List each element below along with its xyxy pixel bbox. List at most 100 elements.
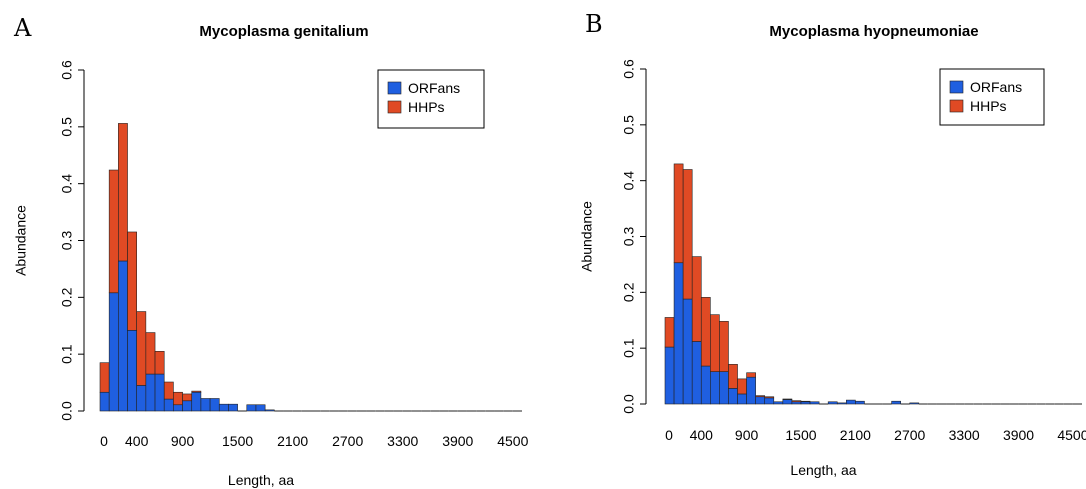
bar-orfans bbox=[682, 298, 693, 405]
bar-hhps bbox=[118, 123, 128, 262]
legend-label-hhps: HHPs bbox=[408, 99, 445, 115]
legend-box bbox=[377, 69, 485, 129]
bar-hhps bbox=[154, 351, 165, 375]
bar-orfans bbox=[773, 401, 784, 405]
x-tick-label: 900 bbox=[735, 427, 759, 443]
bar-hhps bbox=[163, 381, 174, 400]
bar-hhps bbox=[800, 400, 811, 403]
bar-orfans bbox=[118, 260, 128, 412]
y-axis-label: Abundance bbox=[579, 201, 595, 272]
bar-orfans bbox=[909, 402, 920, 405]
bar-orfans bbox=[891, 400, 901, 405]
bar-hhps bbox=[728, 364, 738, 389]
x-tick-label: 2700 bbox=[894, 427, 925, 443]
x-tick-label: 2700 bbox=[332, 433, 363, 449]
panel-letter: B bbox=[585, 10, 603, 38]
bar-hhps bbox=[782, 398, 793, 400]
bar-orfans bbox=[163, 398, 174, 412]
bar-orfans bbox=[809, 401, 820, 405]
x-axis-label: Length, aa bbox=[228, 472, 294, 488]
bar-orfans bbox=[846, 399, 856, 405]
bar-orfans bbox=[264, 409, 275, 412]
y-tick-label: 0.1 bbox=[59, 344, 75, 364]
legend-label-hhps: HHPs bbox=[970, 98, 1007, 114]
legend: ORFans HHPs bbox=[377, 69, 485, 129]
panel-letter: A bbox=[13, 14, 32, 42]
legend: ORFans HHPs bbox=[939, 68, 1045, 126]
legend-swatch-hhps bbox=[949, 99, 964, 113]
bar-orfans bbox=[108, 292, 119, 412]
x-tick-label: 2100 bbox=[277, 433, 308, 449]
x-tick-label: 3900 bbox=[442, 433, 473, 449]
bar-orfans bbox=[136, 385, 147, 412]
x-tick-label: 400 bbox=[125, 433, 149, 449]
bar-hhps bbox=[791, 400, 802, 403]
y-tick-label: 0.6 bbox=[59, 60, 75, 80]
bar-hhps bbox=[99, 362, 110, 393]
legend-box bbox=[939, 68, 1045, 126]
y-tick-label: 0.4 bbox=[59, 174, 75, 194]
y-tick-label: 0.5 bbox=[59, 117, 75, 137]
bar-orfans bbox=[228, 403, 238, 412]
bar-hhps bbox=[691, 256, 702, 342]
x-tick-label: 0 bbox=[100, 433, 108, 449]
bar-orfans bbox=[173, 404, 183, 412]
bar-hhps bbox=[127, 231, 137, 331]
x-tick-label: 1500 bbox=[785, 427, 816, 443]
bar-orfans bbox=[246, 404, 257, 412]
x-tick-label: 4500 bbox=[497, 433, 528, 449]
bar-hhps bbox=[673, 163, 684, 264]
bar-hhps bbox=[700, 297, 711, 367]
bar-hhps bbox=[191, 390, 202, 393]
bar-orfans bbox=[154, 373, 165, 412]
x-tick-label: 1500 bbox=[222, 433, 253, 449]
x-tick-label: 3300 bbox=[949, 427, 980, 443]
chart-title: Mycoplasma genitalium bbox=[199, 23, 368, 40]
bar-hhps bbox=[764, 396, 775, 399]
bar-hhps bbox=[145, 332, 156, 375]
legend-label-orfans: ORFans bbox=[408, 80, 460, 96]
bar-orfans bbox=[99, 391, 110, 412]
bar-orfans bbox=[145, 373, 156, 412]
bar-orfans bbox=[127, 329, 137, 412]
legend-swatch-orfans bbox=[949, 80, 964, 94]
y-tick-label: 0.4 bbox=[621, 171, 637, 191]
bar-orfans bbox=[191, 391, 202, 412]
bar-hhps bbox=[710, 314, 720, 372]
bar-orfans bbox=[691, 341, 702, 405]
x-tick-label: 3300 bbox=[387, 433, 418, 449]
y-axis-label: Abundance bbox=[13, 205, 29, 276]
bar-orfans bbox=[200, 398, 211, 412]
bar-orfans bbox=[782, 399, 793, 405]
x-tick-label: 4500 bbox=[1057, 427, 1086, 443]
bar-hhps bbox=[755, 395, 766, 398]
bar-orfans bbox=[791, 401, 802, 405]
legend-swatch-orfans bbox=[387, 81, 402, 95]
chart-panel-b: B Mycoplasma hyopneumoniae 0.0 0.1 0.2 0.3 0.4… bbox=[579, 10, 1086, 478]
bar-orfans bbox=[800, 401, 811, 405]
y-tick-label: 0.0 bbox=[621, 394, 637, 414]
x-tick-label: 3900 bbox=[1003, 427, 1034, 443]
bar-hhps bbox=[719, 321, 729, 372]
legend-label-orfans: ORFans bbox=[970, 79, 1022, 95]
bar-orfans bbox=[836, 402, 847, 405]
y-tick-label: 0.1 bbox=[621, 338, 637, 358]
bar-hhps bbox=[136, 311, 147, 386]
bar-orfans bbox=[255, 404, 266, 412]
x-tick-label: 0 bbox=[665, 427, 673, 443]
bar-hhps bbox=[682, 169, 693, 300]
y-tick-label: 0.3 bbox=[59, 231, 75, 251]
y-tick-label: 0.5 bbox=[621, 115, 637, 135]
bar-hhps bbox=[182, 393, 193, 402]
y-tick-label: 0.6 bbox=[621, 59, 637, 79]
bar-orfans bbox=[664, 346, 675, 405]
x-axis-label: Length, aa bbox=[790, 462, 856, 478]
y-tick-label: 0.2 bbox=[621, 282, 637, 302]
bar-orfans bbox=[737, 393, 747, 405]
bar-orfans bbox=[182, 400, 193, 412]
bar-orfans bbox=[710, 371, 720, 405]
bar-orfans bbox=[728, 388, 738, 405]
y-tick-label: 0.3 bbox=[621, 227, 637, 247]
bar-orfans bbox=[700, 365, 711, 405]
